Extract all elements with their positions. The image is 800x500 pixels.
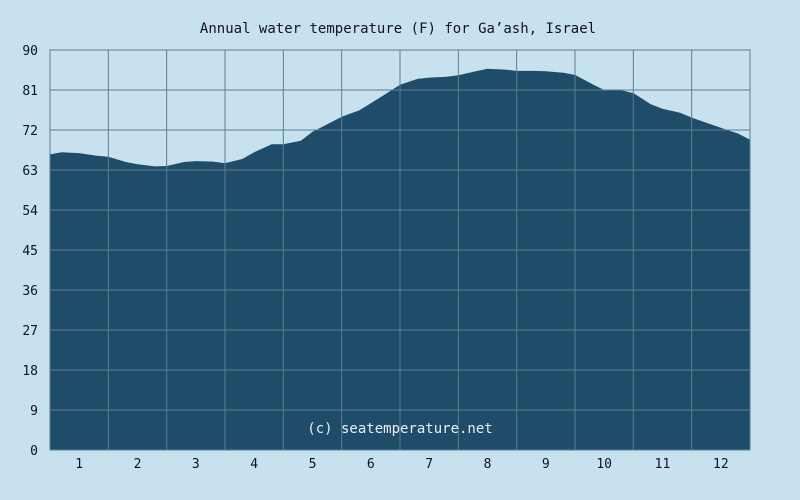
y-tick-label: 27 — [22, 324, 38, 339]
x-tick-label: 7 — [425, 457, 433, 472]
y-tick-label: 63 — [22, 164, 38, 179]
x-tick-label: 1 — [75, 457, 83, 472]
x-tick-label: 5 — [309, 457, 317, 472]
x-tick-label: 8 — [484, 457, 492, 472]
x-tick-label: 12 — [713, 457, 729, 472]
y-tick-label: 72 — [22, 124, 38, 139]
watermark: (c) seatemperature.net — [307, 421, 492, 437]
y-tick-label: 54 — [22, 204, 38, 219]
y-tick-label: 90 — [22, 44, 38, 59]
y-tick-label: 9 — [30, 404, 38, 419]
y-tick-label: 45 — [22, 244, 38, 259]
x-tick-label: 6 — [367, 457, 375, 472]
y-tick-label: 18 — [22, 364, 38, 379]
y-tick-label: 36 — [22, 284, 38, 299]
x-tick-label: 11 — [655, 457, 671, 472]
y-tick-label: 0 — [30, 444, 38, 459]
x-tick-label: 4 — [250, 457, 258, 472]
chart-title: Annual water temperature (F) for Ga’ash,… — [200, 21, 596, 37]
x-tick-label: 2 — [134, 457, 142, 472]
x-axis-ticks: 1 2 3 4 5 6 7 8 9 10 11 12 — [75, 457, 728, 472]
x-tick-label: 9 — [542, 457, 550, 472]
y-axis-ticks: 0 9 18 27 36 45 54 63 72 81 90 — [22, 44, 38, 459]
x-tick-label: 3 — [192, 457, 200, 472]
x-tick-label: 10 — [596, 457, 612, 472]
y-tick-label: 81 — [22, 84, 38, 99]
plot-border — [49, 49, 751, 451]
